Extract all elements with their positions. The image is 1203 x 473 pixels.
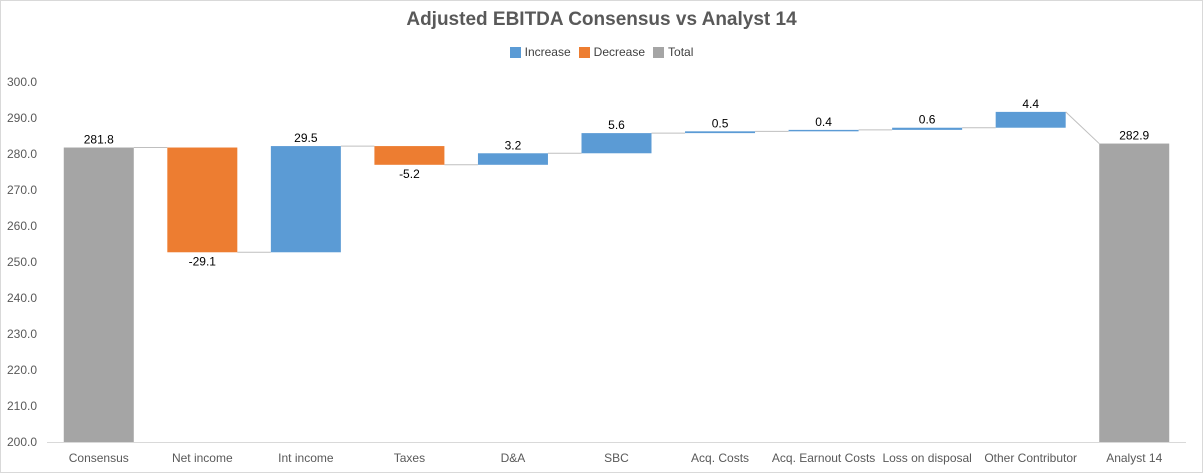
legend-swatch-increase xyxy=(509,46,521,58)
legend-item-total: Total xyxy=(653,45,693,59)
bar-increase xyxy=(788,129,859,132)
data-label: -5.2 xyxy=(399,167,420,181)
legend-label-decrease: Decrease xyxy=(593,45,646,59)
data-label: 4.4 xyxy=(1022,97,1039,111)
bar-decrease xyxy=(167,147,238,253)
data-label: 3.2 xyxy=(505,138,522,152)
data-label: 0.4 xyxy=(815,115,832,129)
y-tick-label: 240.0 xyxy=(7,291,37,305)
y-tick-label: 230.0 xyxy=(7,327,37,341)
y-tick-label: 300.0 xyxy=(7,75,37,89)
bar-increase xyxy=(995,111,1066,128)
bar-increase xyxy=(477,153,548,165)
y-tick-label: 210.0 xyxy=(7,399,37,413)
x-tick-label: Taxes xyxy=(394,451,425,465)
bar-decrease xyxy=(374,146,445,165)
x-tick-label: Other Contributor xyxy=(984,451,1077,465)
y-tick-label: 250.0 xyxy=(7,255,37,269)
bar-total xyxy=(1099,143,1170,442)
x-tick-label: Net income xyxy=(172,451,233,465)
legend-swatch-total xyxy=(653,46,665,58)
y-tick-label: 280.0 xyxy=(7,147,37,161)
x-tick-label: Loss on disposal xyxy=(882,451,971,465)
y-tick-label: 260.0 xyxy=(7,219,37,233)
legend-label-increase: Increase xyxy=(524,45,571,59)
bar-increase xyxy=(581,133,652,154)
chart-legend: Increase Decrease Total xyxy=(1,45,1202,59)
connector-line xyxy=(1065,111,1100,144)
data-label: 5.6 xyxy=(608,118,625,132)
x-tick-label: SBC xyxy=(604,451,629,465)
x-tick-label: D&A xyxy=(501,451,526,465)
legend-item-increase: Increase xyxy=(509,45,571,59)
x-tick-label: Consensus xyxy=(69,451,129,465)
data-label: 0.6 xyxy=(919,113,936,127)
legend-label-total: Total xyxy=(668,45,694,59)
data-label: 0.5 xyxy=(712,116,729,130)
x-tick-label: Acq. Earnout Costs xyxy=(772,451,875,465)
y-tick-label: 220.0 xyxy=(7,363,37,377)
legend-item-decrease: Decrease xyxy=(578,45,646,59)
data-label: 282.9 xyxy=(1119,129,1149,143)
y-tick-label: 270.0 xyxy=(7,183,37,197)
legend-swatch-decrease xyxy=(578,46,590,58)
bar-total xyxy=(63,147,134,442)
data-label: -29.1 xyxy=(189,254,217,268)
bar-increase xyxy=(892,127,963,130)
x-tick-label: Acq. Costs xyxy=(691,451,749,465)
data-label: 281.8 xyxy=(84,133,114,147)
bar-increase xyxy=(685,131,756,134)
data-label: 29.5 xyxy=(294,131,318,145)
chart-title: Adjusted EBITDA Consensus vs Analyst 14 xyxy=(406,9,797,30)
y-tick-label: 200.0 xyxy=(7,435,37,449)
y-tick-label: 290.0 xyxy=(7,111,37,125)
x-tick-label: Analyst 14 xyxy=(1106,451,1162,465)
bar-increase xyxy=(270,146,341,253)
x-tick-label: Int income xyxy=(278,451,334,465)
